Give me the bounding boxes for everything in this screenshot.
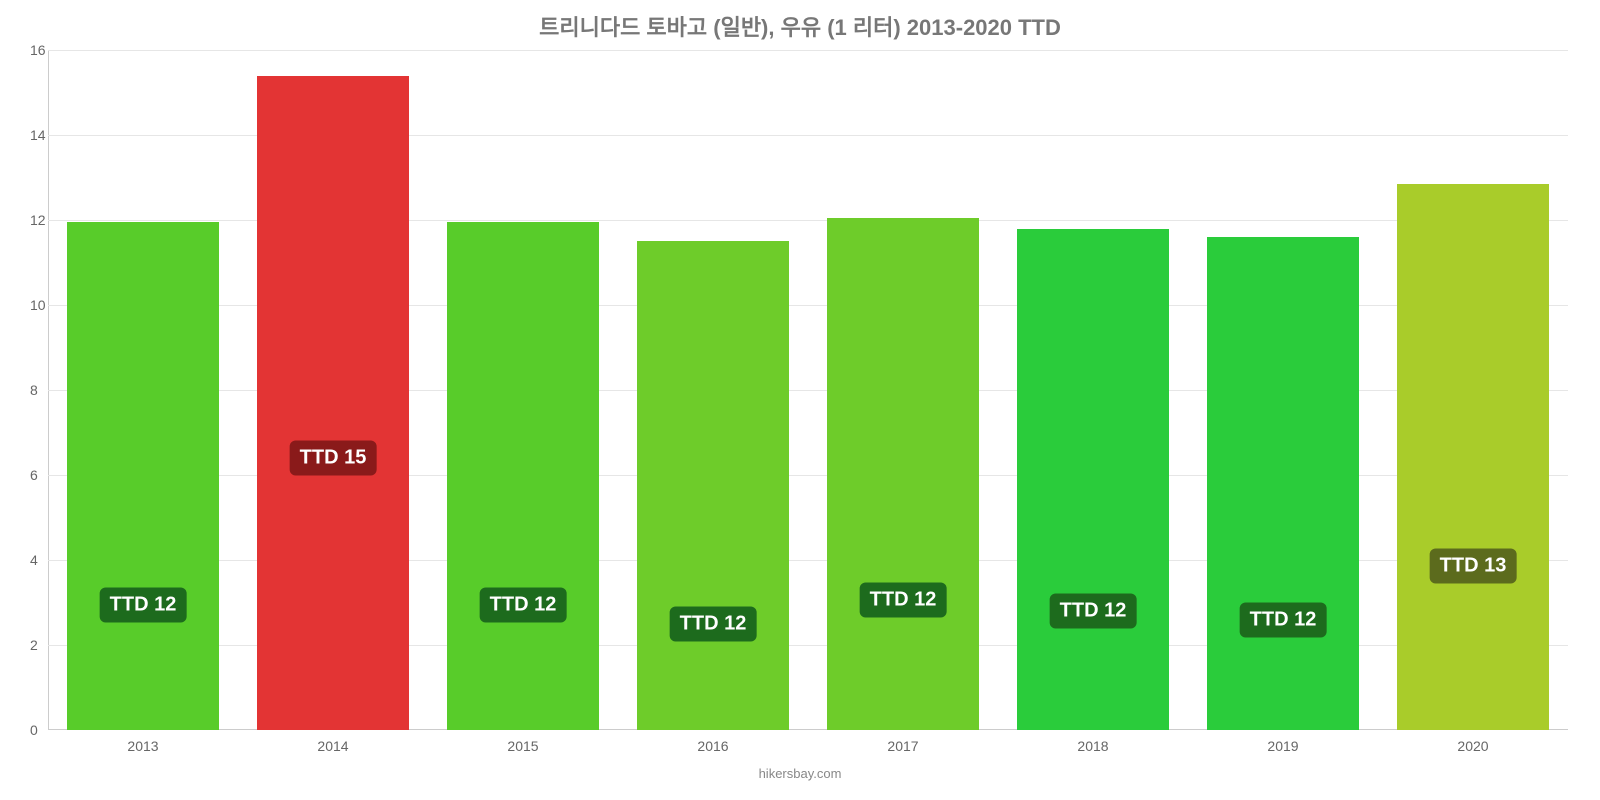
x-tick-label: 2014 [317, 738, 348, 754]
attribution-text: hikersbay.com [0, 766, 1600, 781]
bar-value-label: TTD 12 [480, 587, 567, 622]
x-tick-label: 2015 [507, 738, 538, 754]
chart-title: 트리니다드 토바고 (일반), 우유 (1 리터) 2013-2020 TTD [0, 10, 1600, 42]
x-tick-label: 2016 [697, 738, 728, 754]
y-tick-label: 8 [30, 382, 38, 398]
plot-area: 0246810121416TTD 122013TTD 152014TTD 122… [48, 50, 1568, 730]
x-tick-label: 2019 [1267, 738, 1298, 754]
bar-value-label: TTD 12 [1050, 594, 1137, 629]
bar-value-label: TTD 12 [670, 606, 757, 641]
y-tick-label: 12 [30, 212, 38, 228]
bar-value-label: TTD 12 [1240, 602, 1327, 637]
y-tick-label: 2 [30, 637, 38, 653]
x-tick-label: 2018 [1077, 738, 1108, 754]
y-tick-label: 4 [30, 552, 38, 568]
bar-chart: 트리니다드 토바고 (일반), 우유 (1 리터) 2013-2020 TTD … [0, 0, 1600, 800]
bar: TTD 12 [637, 241, 789, 730]
bar-value-label: TTD 12 [860, 583, 947, 618]
bar: TTD 12 [447, 222, 599, 730]
y-tick-label: 16 [30, 42, 38, 58]
grid-line [48, 50, 1568, 51]
bar: TTD 12 [67, 222, 219, 730]
y-tick-label: 14 [30, 127, 38, 143]
y-tick-label: 0 [30, 722, 38, 738]
bar-value-label: TTD 15 [290, 441, 377, 476]
y-tick-label: 6 [30, 467, 38, 483]
x-tick-label: 2020 [1457, 738, 1488, 754]
x-tick-label: 2013 [127, 738, 158, 754]
bar: TTD 12 [1017, 229, 1169, 731]
x-tick-label: 2017 [887, 738, 918, 754]
bar: TTD 12 [827, 218, 979, 730]
bar: TTD 13 [1397, 184, 1549, 730]
bar-value-label: TTD 12 [100, 587, 187, 622]
y-tick-label: 10 [30, 297, 38, 313]
bar: TTD 12 [1207, 237, 1359, 730]
bar-value-label: TTD 13 [1430, 549, 1517, 584]
bar: TTD 15 [257, 76, 409, 731]
